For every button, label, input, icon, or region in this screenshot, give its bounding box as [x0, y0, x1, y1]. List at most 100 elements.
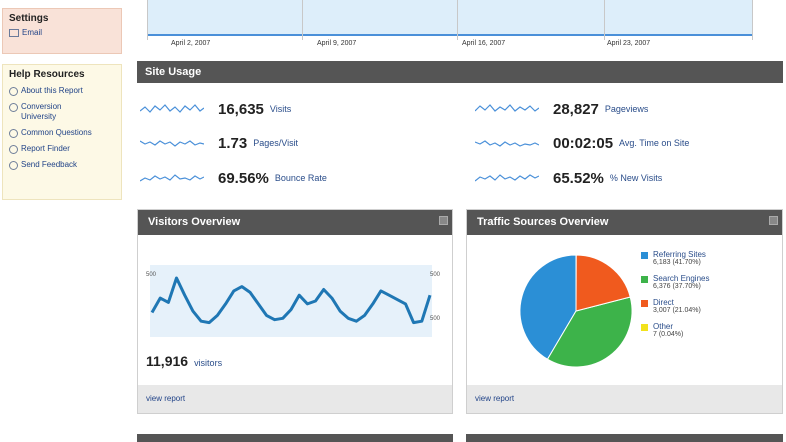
close-icon[interactable]	[769, 216, 778, 225]
overview-chart-area	[147, 0, 753, 36]
legend-swatch	[641, 300, 648, 307]
sparkline	[140, 174, 204, 182]
overview-date-chart: April 2, 2007 April 9, 2007 April 16, 20…	[137, 0, 783, 52]
legend-swatch	[641, 252, 648, 259]
visitors-total: 11,916 visitors	[146, 353, 222, 369]
visitors-total-label: visitors	[194, 358, 223, 368]
email-icon	[9, 28, 19, 37]
sparkline	[140, 140, 204, 147]
metric-value: 69.56%	[218, 169, 269, 187]
pie-slice-direct	[575, 254, 631, 312]
help-icon	[9, 145, 18, 154]
legend-detail: 6,183 (41.70%)	[653, 259, 701, 266]
next-panel-header	[466, 434, 783, 442]
visitors-line-chart: 500 500 500	[146, 265, 441, 337]
legend-name: Direct	[653, 298, 674, 307]
sparkline	[475, 174, 539, 182]
date-divider	[752, 0, 753, 40]
help-icon	[9, 129, 18, 138]
help-item-conversion-university[interactable]: Conversion University	[9, 102, 115, 122]
close-icon[interactable]	[439, 216, 448, 225]
metric-bounce-rate[interactable]: 69.56% Bounce Rate	[140, 168, 327, 188]
y-axis-tick: 500	[146, 272, 157, 278]
visitors-overview-panel: Visitors Overview 500 500 500 11,916 vis…	[137, 209, 453, 414]
metric-pageviews[interactable]: 28,827 Pageviews	[475, 99, 648, 119]
legend-name: Search Engines	[653, 274, 710, 283]
legend-detail: 3,007 (21.04%)	[653, 307, 701, 314]
metric-value: 16,635	[218, 100, 264, 118]
panel-footer: view report	[467, 385, 782, 413]
metric-label[interactable]: Pages/Visit	[253, 138, 299, 148]
panel-title: Traffic Sources Overview	[477, 216, 609, 228]
help-item-label: Common Questions	[21, 128, 92, 137]
help-icon	[9, 103, 18, 112]
legend-name: Referring Sites	[653, 250, 706, 259]
metric-label[interactable]: Bounce Rate	[274, 173, 327, 183]
sparkline	[475, 104, 539, 112]
help-item-common-questions[interactable]: Common Questions	[9, 128, 115, 138]
date-label: April 23, 2007	[607, 40, 651, 47]
date-divider	[604, 0, 605, 40]
metric-pages-per-visit[interactable]: 1.73 Pages/Visit	[140, 133, 298, 153]
help-item-send-feedback[interactable]: Send Feedback	[9, 160, 115, 170]
date-divider	[457, 0, 458, 40]
traffic-pie-chart	[519, 254, 633, 368]
email-label: Email	[22, 28, 43, 37]
legend-detail: 6,376 (37.70%)	[653, 283, 701, 290]
date-label: April 2, 2007	[171, 40, 211, 47]
panel-title: Visitors Overview	[148, 216, 241, 228]
site-usage-header: Site Usage	[137, 61, 783, 83]
traffic-legend: Referring Sites 6,183 (41.70%) Search Eng…	[641, 250, 781, 346]
date-divider	[302, 0, 303, 40]
legend-item-referring-sites[interactable]: Referring Sites 6,183 (41.70%)	[641, 250, 781, 266]
settings-title: Settings	[9, 13, 49, 24]
metric-new-visits[interactable]: 65.52% % New Visits	[475, 168, 662, 188]
help-icon	[9, 161, 18, 170]
pie-slice-search-engines	[546, 296, 633, 368]
legend-swatch	[641, 324, 648, 331]
view-report-link[interactable]: view report	[146, 394, 186, 403]
legend-detail: 7 (0.04%)	[653, 331, 684, 338]
metric-visits[interactable]: 16,635 Visits	[140, 99, 291, 119]
help-item-label: About this Report	[21, 86, 83, 95]
visitors-total-value: 11,916	[146, 353, 189, 369]
panel-header: Traffic Sources Overview	[467, 210, 782, 235]
date-label: April 9, 2007	[317, 40, 357, 47]
panel-footer: view report	[138, 385, 452, 413]
date-label: April 16, 2007	[462, 40, 506, 47]
help-title: Help Resources	[9, 69, 85, 80]
view-report-link[interactable]: view report	[475, 394, 515, 403]
y-axis-tick: 500	[430, 316, 441, 322]
help-item-label: Send Feedback	[21, 160, 78, 169]
metric-value: 28,827	[553, 100, 599, 118]
help-resources-box: Help Resources About this Report Convers…	[2, 64, 122, 200]
legend-item-other[interactable]: Other 7 (0.04%)	[641, 322, 781, 338]
legend-item-direct[interactable]: Direct 3,007 (21.04%)	[641, 298, 781, 314]
email-link[interactable]: Email	[9, 28, 115, 37]
date-divider	[147, 0, 148, 40]
metric-value: 65.52%	[553, 169, 604, 187]
metric-label[interactable]: % New Visits	[609, 173, 663, 183]
sparkline	[475, 140, 539, 147]
pie-slice-referring-sites	[519, 254, 577, 360]
sparkline	[140, 104, 204, 113]
legend-item-search-engines[interactable]: Search Engines 6,376 (37.70%)	[641, 274, 781, 290]
help-item-about-report[interactable]: About this Report	[9, 86, 115, 96]
chart-plot-area	[150, 265, 432, 337]
metric-value: 1.73	[218, 134, 248, 152]
visitors-series-line	[150, 276, 432, 325]
metric-label[interactable]: Pageviews	[604, 104, 649, 114]
sidebar: Settings Email Help Resources About this…	[0, 0, 128, 442]
metric-avg-time-on-site[interactable]: 00:02:05 Avg. Time on Site	[475, 133, 689, 153]
legend-swatch	[641, 276, 648, 283]
help-item-report-finder[interactable]: Report Finder	[9, 144, 115, 154]
next-panel-header	[137, 434, 453, 442]
help-icon	[9, 87, 18, 96]
metric-label[interactable]: Avg. Time on Site	[619, 138, 690, 148]
settings-box: Settings Email	[2, 8, 122, 54]
help-item-label: Conversion University	[21, 102, 62, 121]
metric-label[interactable]: Visits	[269, 104, 292, 114]
y-axis-tick: 500	[430, 272, 441, 278]
help-item-label: Report Finder	[21, 144, 70, 153]
traffic-sources-panel: Traffic Sources Overview Referring Sites…	[466, 209, 783, 414]
